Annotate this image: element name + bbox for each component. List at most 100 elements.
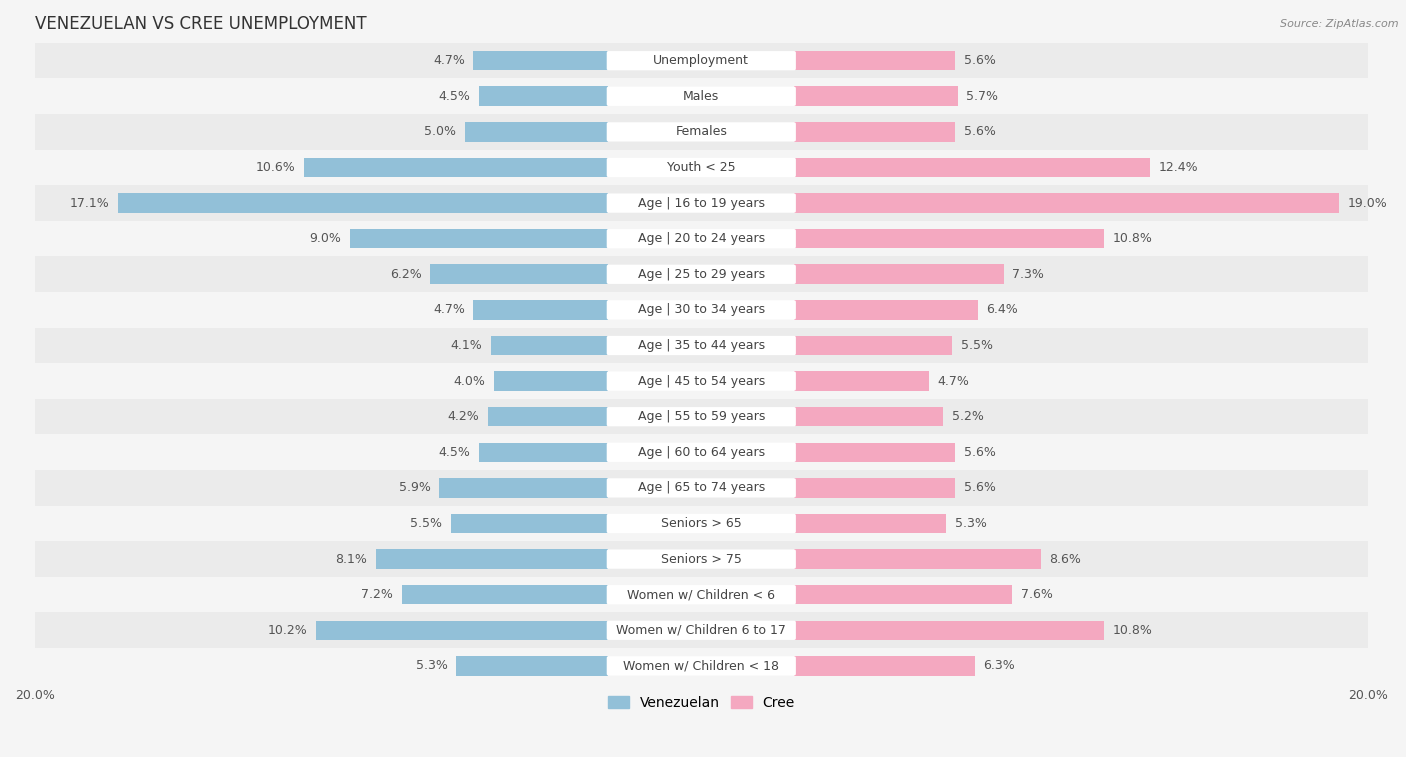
Bar [35,150,1368,185]
Text: 19.0%: 19.0% [1347,197,1388,210]
Bar [794,335,952,355]
Bar [794,122,955,142]
Bar [450,514,609,533]
Text: 5.6%: 5.6% [963,481,995,494]
Text: Males: Males [683,90,720,103]
FancyBboxPatch shape [607,550,796,569]
Text: 7.3%: 7.3% [1012,268,1045,281]
Text: Age | 20 to 24 years: Age | 20 to 24 years [638,232,765,245]
Bar [375,550,609,569]
FancyBboxPatch shape [607,51,796,70]
Text: 10.2%: 10.2% [267,624,308,637]
Bar [430,264,609,284]
Text: 5.5%: 5.5% [960,339,993,352]
FancyBboxPatch shape [607,407,796,426]
Text: 4.1%: 4.1% [450,339,482,352]
Bar [35,612,1368,648]
Bar [304,157,609,177]
Bar [465,122,609,142]
Bar [316,621,609,640]
Bar [794,621,1104,640]
Bar [491,335,609,355]
Bar [794,585,1012,605]
Text: 5.6%: 5.6% [963,55,995,67]
Text: Age | 55 to 59 years: Age | 55 to 59 years [637,410,765,423]
Bar [402,585,609,605]
Bar [35,470,1368,506]
Bar [794,656,974,676]
FancyBboxPatch shape [607,336,796,355]
Text: 4.2%: 4.2% [447,410,479,423]
FancyBboxPatch shape [607,229,796,248]
Bar [794,478,955,497]
Text: Youth < 25: Youth < 25 [666,161,735,174]
Bar [794,229,1104,248]
Bar [794,443,955,462]
FancyBboxPatch shape [607,656,796,675]
Bar [439,478,609,497]
Bar [794,371,929,391]
Text: Age | 16 to 19 years: Age | 16 to 19 years [638,197,765,210]
Bar [35,43,1368,79]
Text: 12.4%: 12.4% [1159,161,1198,174]
Bar [794,550,1040,569]
Text: 6.4%: 6.4% [987,304,1018,316]
Text: 5.3%: 5.3% [416,659,447,672]
Text: 10.8%: 10.8% [1112,624,1153,637]
Text: 5.3%: 5.3% [955,517,987,530]
Text: Age | 60 to 64 years: Age | 60 to 64 years [638,446,765,459]
Bar [794,51,955,70]
Text: 4.5%: 4.5% [439,446,471,459]
Text: Age | 30 to 34 years: Age | 30 to 34 years [638,304,765,316]
Text: 10.8%: 10.8% [1112,232,1153,245]
Bar [118,193,609,213]
Bar [35,114,1368,150]
Bar [35,648,1368,684]
Text: 9.0%: 9.0% [309,232,342,245]
Text: Unemployment: Unemployment [654,55,749,67]
Bar [35,399,1368,435]
Bar [350,229,609,248]
Text: 4.5%: 4.5% [439,90,471,103]
Text: 8.6%: 8.6% [1049,553,1081,565]
Text: Seniors > 75: Seniors > 75 [661,553,742,565]
Bar [457,656,609,676]
Bar [35,221,1368,257]
Bar [35,506,1368,541]
Bar [35,577,1368,612]
Text: 4.7%: 4.7% [938,375,970,388]
FancyBboxPatch shape [607,372,796,391]
Bar [794,264,1004,284]
FancyBboxPatch shape [607,514,796,533]
Text: Women w/ Children < 18: Women w/ Children < 18 [623,659,779,672]
Bar [794,514,946,533]
Text: Women w/ Children 6 to 17: Women w/ Children 6 to 17 [616,624,786,637]
Legend: Venezuelan, Cree: Venezuelan, Cree [602,690,800,715]
Bar [35,292,1368,328]
Text: 7.2%: 7.2% [361,588,394,601]
Bar [794,86,957,106]
Bar [479,443,609,462]
Bar [35,363,1368,399]
Bar [794,157,1150,177]
Bar [494,371,609,391]
FancyBboxPatch shape [607,194,796,213]
Text: Seniors > 65: Seniors > 65 [661,517,742,530]
Text: 17.1%: 17.1% [70,197,110,210]
Text: 5.6%: 5.6% [963,126,995,139]
Text: 8.1%: 8.1% [336,553,367,565]
FancyBboxPatch shape [607,265,796,284]
Text: Age | 35 to 44 years: Age | 35 to 44 years [638,339,765,352]
Text: Source: ZipAtlas.com: Source: ZipAtlas.com [1281,19,1399,29]
Text: 5.9%: 5.9% [398,481,430,494]
Bar [794,407,943,426]
FancyBboxPatch shape [607,123,796,142]
Bar [35,435,1368,470]
Text: 5.5%: 5.5% [411,517,441,530]
Text: 4.7%: 4.7% [433,304,465,316]
Text: 6.3%: 6.3% [984,659,1015,672]
Text: 4.0%: 4.0% [453,375,485,388]
FancyBboxPatch shape [607,158,796,177]
FancyBboxPatch shape [607,301,796,319]
Text: Women w/ Children < 6: Women w/ Children < 6 [627,588,775,601]
